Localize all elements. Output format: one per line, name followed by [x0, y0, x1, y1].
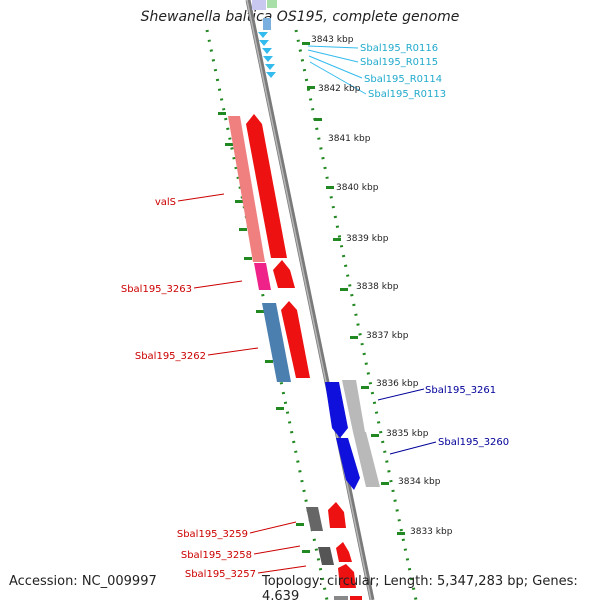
gene-3261-cog-bar — [342, 380, 365, 432]
gene-label-3260[interactable]: Sbal195_3260 — [438, 437, 509, 448]
rrna-arrow — [263, 56, 273, 62]
gene-3257-arrow — [338, 564, 356, 588]
tick-label: 3838 kbp — [356, 282, 399, 292]
gene-3261-arrow — [325, 382, 348, 438]
gene-3259[interactable] — [306, 502, 346, 531]
tick-label: 3841 kbp — [328, 134, 371, 144]
gene-3260-arrow — [336, 438, 360, 490]
label-leaders — [177, 45, 437, 574]
map-title: Shewanella baltica OS195, complete genom… — [140, 9, 460, 25]
gene-3263[interactable] — [254, 260, 295, 290]
gene-3259-arrow — [328, 502, 346, 528]
gene-label-r0113[interactable]: Sbal195_R0113 — [368, 89, 446, 100]
gene-3263-arrow — [273, 260, 295, 288]
rrna-arrow — [259, 40, 269, 46]
tick-label: 3836 kbp — [376, 379, 419, 389]
tick-label: 3840 kbp — [336, 183, 379, 193]
gene-3260-cog-bar — [353, 432, 380, 487]
genome-backbone — [245, 0, 375, 600]
gene-3263-cog-bar — [254, 263, 271, 290]
tick-label: 3843 kbp — [311, 35, 354, 45]
gene-label-r0115[interactable]: Sbal195_R0115 — [360, 57, 438, 68]
tick-label: 3842 kbp — [318, 84, 361, 94]
rrna-arrow — [266, 72, 276, 78]
rna-cluster — [252, 0, 277, 78]
gene-label-3259[interactable]: Sbal195_3259 — [177, 529, 248, 540]
gene-3262-arrow — [281, 301, 310, 378]
tick-label: 3837 kbp — [366, 331, 409, 341]
gene-label-3263[interactable]: Sbal195_3263 — [121, 284, 192, 295]
gene-3258[interactable] — [318, 542, 352, 565]
rrna-arrow — [258, 32, 268, 38]
gene-3259-cog-bar — [306, 507, 323, 531]
tick-label: 3839 kbp — [346, 234, 389, 244]
gene-vals[interactable] — [228, 114, 287, 262]
gene-label-vals[interactable]: valS — [155, 197, 176, 208]
genome-backbone-highlight — [246, 0, 372, 600]
gene-3258-cog-bar — [318, 547, 334, 565]
tick-label: 3835 kbp — [386, 429, 429, 439]
gene-3257[interactable] — [334, 564, 362, 600]
gene-label-3261[interactable]: Sbal195_3261 — [425, 385, 496, 396]
gene-label-r0114[interactable]: Sbal195_R0114 — [364, 74, 442, 85]
gc-skew-outer-marks — [302, 42, 405, 535]
gene-3262-cog-bar — [262, 303, 291, 382]
gene-vals-cog-bar — [228, 116, 265, 262]
gene-3258-arrow — [336, 542, 352, 562]
tick-label: 3833 kbp — [410, 527, 453, 537]
tick-label: 3834 kbp — [398, 477, 441, 487]
gene-label-3262[interactable]: Sbal195_3262 — [135, 351, 206, 362]
gene-3260[interactable] — [336, 432, 380, 490]
scale-ticks: 3843 kbp 3842 kbp 3841 kbp 3840 kbp 3839… — [311, 35, 453, 537]
gc-skew-inner-marks — [218, 112, 310, 553]
gene-label-3258[interactable]: Sbal195_3258 — [181, 550, 252, 561]
gene-vals-arrow — [246, 114, 287, 258]
rrna-arrow — [262, 48, 272, 54]
gene-3262[interactable] — [262, 301, 310, 382]
accession-text: Accession: NC_009997 — [9, 574, 157, 589]
gene-label-r0116[interactable]: Sbal195_R0116 — [360, 43, 438, 54]
gc-content-outer-track — [294, 29, 418, 600]
gene-3261[interactable] — [325, 380, 365, 438]
gene-label-3257[interactable]: Sbal195_3257 — [185, 569, 256, 580]
topology-text: Topology: circular; Length: 5,347,283 bp… — [262, 574, 578, 600]
rrna-arrow — [265, 64, 275, 70]
